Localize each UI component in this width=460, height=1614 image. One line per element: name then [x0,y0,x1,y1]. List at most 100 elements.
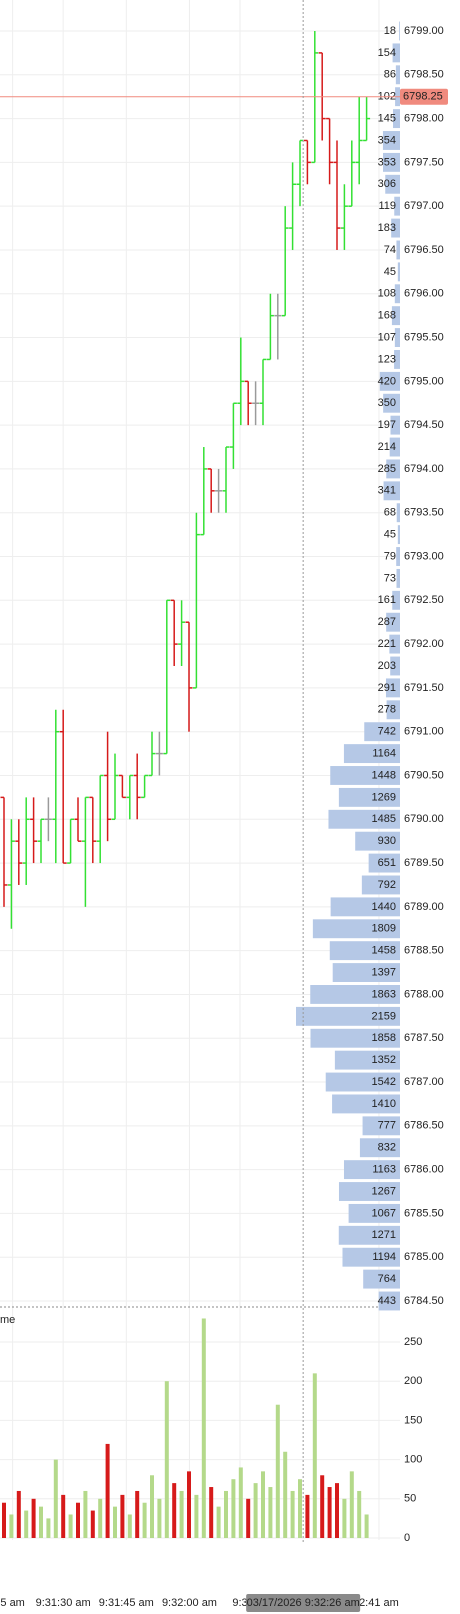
volume-bar [157,1498,162,1538]
profile-label: 341 [378,485,396,497]
volume-bar [246,1498,251,1538]
profile-label: 1267 [372,1185,396,1197]
profile-label: 45 [384,266,396,278]
y-tick-label: 6797.50 [404,156,444,168]
y-tick-label: 6799.00 [404,25,444,37]
profile-label: 154 [378,47,396,59]
y-tick-label: 6796.00 [404,288,444,300]
x-tick-label: 5 am [0,1597,24,1609]
profile-bar [362,1116,400,1136]
profile-label: 287 [378,616,396,628]
profile-label: 651 [378,857,396,869]
profile-bar [363,1269,400,1289]
profile-label: 1863 [372,988,396,1000]
profile-bar [338,1225,400,1245]
current-price-label: 6798.25 [403,91,443,103]
volume-bar [90,1510,95,1538]
volume-tick-label: 50 [404,1493,416,1505]
volume-tick-label: 0 [404,1532,410,1544]
crosshair-label: 03/17/2026 9:32:26 am [247,1597,360,1609]
volume-bar [224,1490,228,1538]
profile-bar [361,875,400,895]
x-tick-label: 9:31:45 am [99,1597,154,1609]
profile-label: 1271 [372,1229,396,1241]
volume-bar [164,1381,169,1538]
y-tick-label: 6798.50 [404,69,444,81]
profile-bar [386,700,400,720]
volume-bar [216,1506,221,1538]
y-tick-label: 6789.50 [404,857,444,869]
profile-label: 214 [378,441,396,453]
profile-bar [368,853,400,873]
profile-label: 197 [378,419,396,431]
profile-bar [334,1050,400,1070]
profile-label: 1397 [372,966,396,978]
y-tick-label: 6787.50 [404,1032,444,1044]
profile-bar [385,174,400,194]
profile-label: 1164 [372,747,396,759]
volume-tick-label: 250 [404,1336,422,1348]
profile-bar [386,612,400,632]
profile-label: 221 [378,638,396,650]
volume-title: me [0,1314,15,1326]
profile-bar [338,1182,400,1201]
y-tick-label: 6791.00 [404,726,444,738]
volume-bar [357,1490,362,1538]
profile-label: 73 [384,572,396,584]
profile-bar [329,941,400,961]
profile-bar [396,240,400,260]
profile-bar [338,787,400,807]
y-tick-label: 6784.50 [404,1295,444,1307]
profile-bar [394,196,400,216]
profile-label: 354 [378,134,396,146]
volume-bar [201,1318,206,1538]
volume-bar [238,1467,243,1538]
volume-bar [312,1373,317,1538]
profile-bar [332,963,400,982]
volume-bar [53,1459,58,1538]
profile-label: 1458 [372,945,396,957]
profile-label: 1542 [372,1076,396,1088]
volume-bar [68,1514,73,1538]
profile-bar [378,1291,400,1311]
volume-bar [283,1451,288,1538]
y-tick-label: 6792.00 [404,638,444,650]
y-tick-label: 6785.00 [404,1251,444,1263]
profile-bar [395,65,400,85]
profile-bar [389,634,400,654]
profile-bar [392,43,400,63]
profile-bar [382,152,400,172]
y-tick-label: 6793.50 [404,507,444,519]
volume-bar [305,1494,310,1538]
volume-tick-label: 150 [404,1414,422,1426]
profile-label: 1194 [372,1251,396,1263]
y-tick-label: 6789.00 [404,901,444,913]
y-tick-label: 6787.00 [404,1076,444,1088]
profile-label: 777 [378,1120,396,1132]
profile-bar [379,371,400,391]
profile-label: 350 [378,397,396,409]
profile-label: 1448 [372,769,396,781]
volume-bar [253,1483,258,1538]
x-tick-label: 9:31:30 am [36,1597,91,1609]
profile-label: 2159 [372,1010,396,1022]
volume-bar [61,1494,66,1538]
profile-bar [392,590,400,610]
profile-bar [390,415,400,435]
x-tick-label: 9:32:00 am [162,1597,217,1609]
profile-bar [383,481,400,501]
volume-tick-label: 200 [404,1375,422,1387]
profile-bar [343,744,400,764]
profile-label: 1067 [372,1207,396,1219]
volume-bar [16,1490,21,1538]
volume-bar [268,1487,273,1538]
volume-bar [275,1404,280,1538]
y-tick-label: 6790.00 [404,813,444,825]
profile-bar [348,1203,400,1223]
volume-tick-label: 100 [404,1454,422,1466]
volume-bar [320,1475,325,1538]
profile-bar [396,547,400,566]
profile-bar [385,678,400,698]
profile-bar [312,919,400,939]
